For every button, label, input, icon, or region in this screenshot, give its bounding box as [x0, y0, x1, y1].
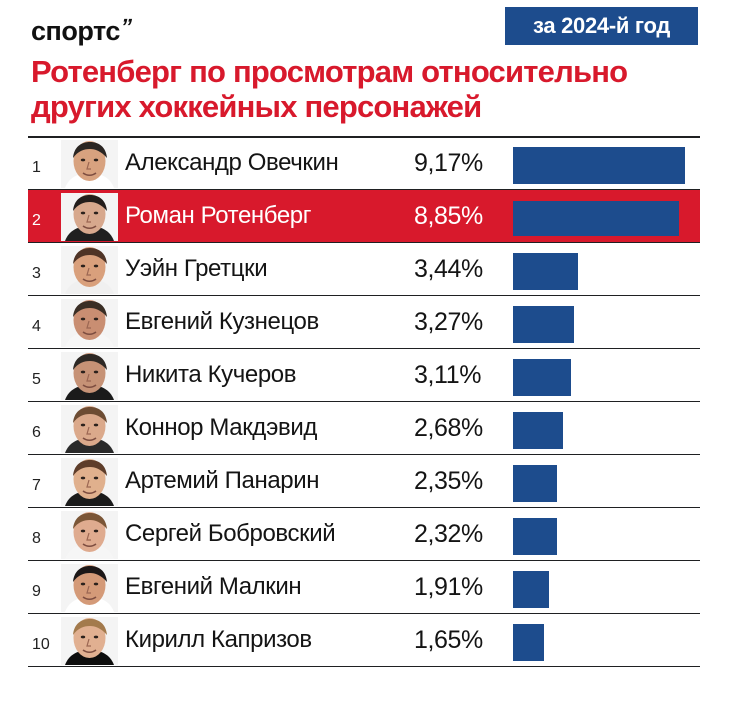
chart-row: 4 Евгений Кузнецов 3,27%: [28, 296, 700, 349]
player-photo: [61, 405, 118, 453]
value-bar: [513, 465, 557, 502]
player-name: Евгений Кузнецов: [125, 308, 319, 335]
year-badge: за 2024-й год: [505, 7, 698, 45]
value-bar: [513, 253, 578, 290]
player-name: Коннор Макдэвид: [125, 414, 317, 441]
player-photo: [61, 352, 118, 400]
player-name: Уэйн Гретцки: [125, 255, 268, 282]
rank-label: 2: [32, 212, 41, 229]
chart-title-line-2: других хоккейных персонажей: [31, 89, 482, 124]
player-name: Кирилл Капризов: [125, 626, 312, 653]
player-name: Никита Кучеров: [125, 361, 297, 388]
player-name: Сергей Бобровский: [125, 520, 336, 547]
value-label: 3,44%: [414, 255, 483, 283]
chart-row: 3 Уэйн Гретцки 3,44%: [28, 243, 700, 296]
value-bar: [513, 518, 557, 555]
chart-row: 2 Роман Ротенберг 8,85%: [28, 190, 700, 243]
value-label: 1,91%: [414, 573, 483, 601]
rank-label: 7: [32, 477, 41, 494]
logo-text: спортс: [31, 16, 120, 46]
player-photo: [61, 458, 118, 506]
rank-label: 3: [32, 265, 41, 282]
player-name: Роман Ротенберг: [125, 202, 312, 229]
value-bar: [513, 412, 563, 449]
player-photo: [61, 511, 118, 559]
chart-title-line-1: Ротенберг по просмотрам относительно: [31, 54, 628, 89]
chart-row: 1 Александр Овечкин 9,17%: [28, 137, 700, 190]
rank-label: 10: [32, 636, 50, 653]
value-bar: [513, 571, 549, 608]
value-label: 2,32%: [414, 520, 483, 548]
value-bar: [513, 306, 574, 343]
rank-label: 8: [32, 530, 41, 547]
value-bar: [513, 201, 679, 236]
player-name: Артемий Панарин: [125, 467, 320, 494]
rank-label: 1: [32, 159, 41, 176]
rank-label: 9: [32, 583, 41, 600]
value-bar: [513, 359, 571, 396]
chart-row: 8 Сергей Бобровский 2,32%: [28, 508, 700, 561]
chart-row: 6 Коннор Макдэвид 2,68%: [28, 402, 700, 455]
chart-row: 5 Никита Кучеров 3,11%: [28, 349, 700, 402]
value-label: 3,11%: [414, 361, 482, 389]
player-photo: [61, 617, 118, 665]
player-name: Евгений Малкин: [125, 573, 302, 600]
player-photo: [61, 246, 118, 294]
logo-mark: ’’: [118, 14, 135, 39]
value-label: 8,85%: [414, 202, 483, 230]
value-label: 2,68%: [414, 414, 483, 442]
sportsru-logo: спортс’’: [31, 14, 135, 47]
value-label: 9,17%: [414, 149, 483, 177]
player-photo: [61, 140, 118, 188]
rank-label: 6: [32, 424, 41, 441]
player-photo: [61, 193, 118, 241]
chart-row: 7 Артемий Панарин 2,35%: [28, 455, 700, 508]
chart-row: 9 Евгений Малкин 1,91%: [28, 561, 700, 614]
player-name: Александр Овечкин: [125, 149, 339, 176]
rank-label: 4: [32, 318, 41, 335]
value-label: 3,27%: [414, 308, 483, 336]
value-label: 2,35%: [414, 467, 483, 495]
player-photo: [61, 564, 118, 612]
value-bar: [513, 147, 685, 184]
value-bar: [513, 624, 544, 661]
rank-label: 5: [32, 371, 41, 388]
player-photo: [61, 299, 118, 347]
chart-row: 10 Кирилл Капризов 1,65%: [28, 614, 700, 667]
chart-title: Ротенберг по просмотрам относительно дру…: [31, 54, 721, 124]
value-label: 1,65%: [414, 626, 483, 654]
table-top-divider: [28, 136, 700, 138]
